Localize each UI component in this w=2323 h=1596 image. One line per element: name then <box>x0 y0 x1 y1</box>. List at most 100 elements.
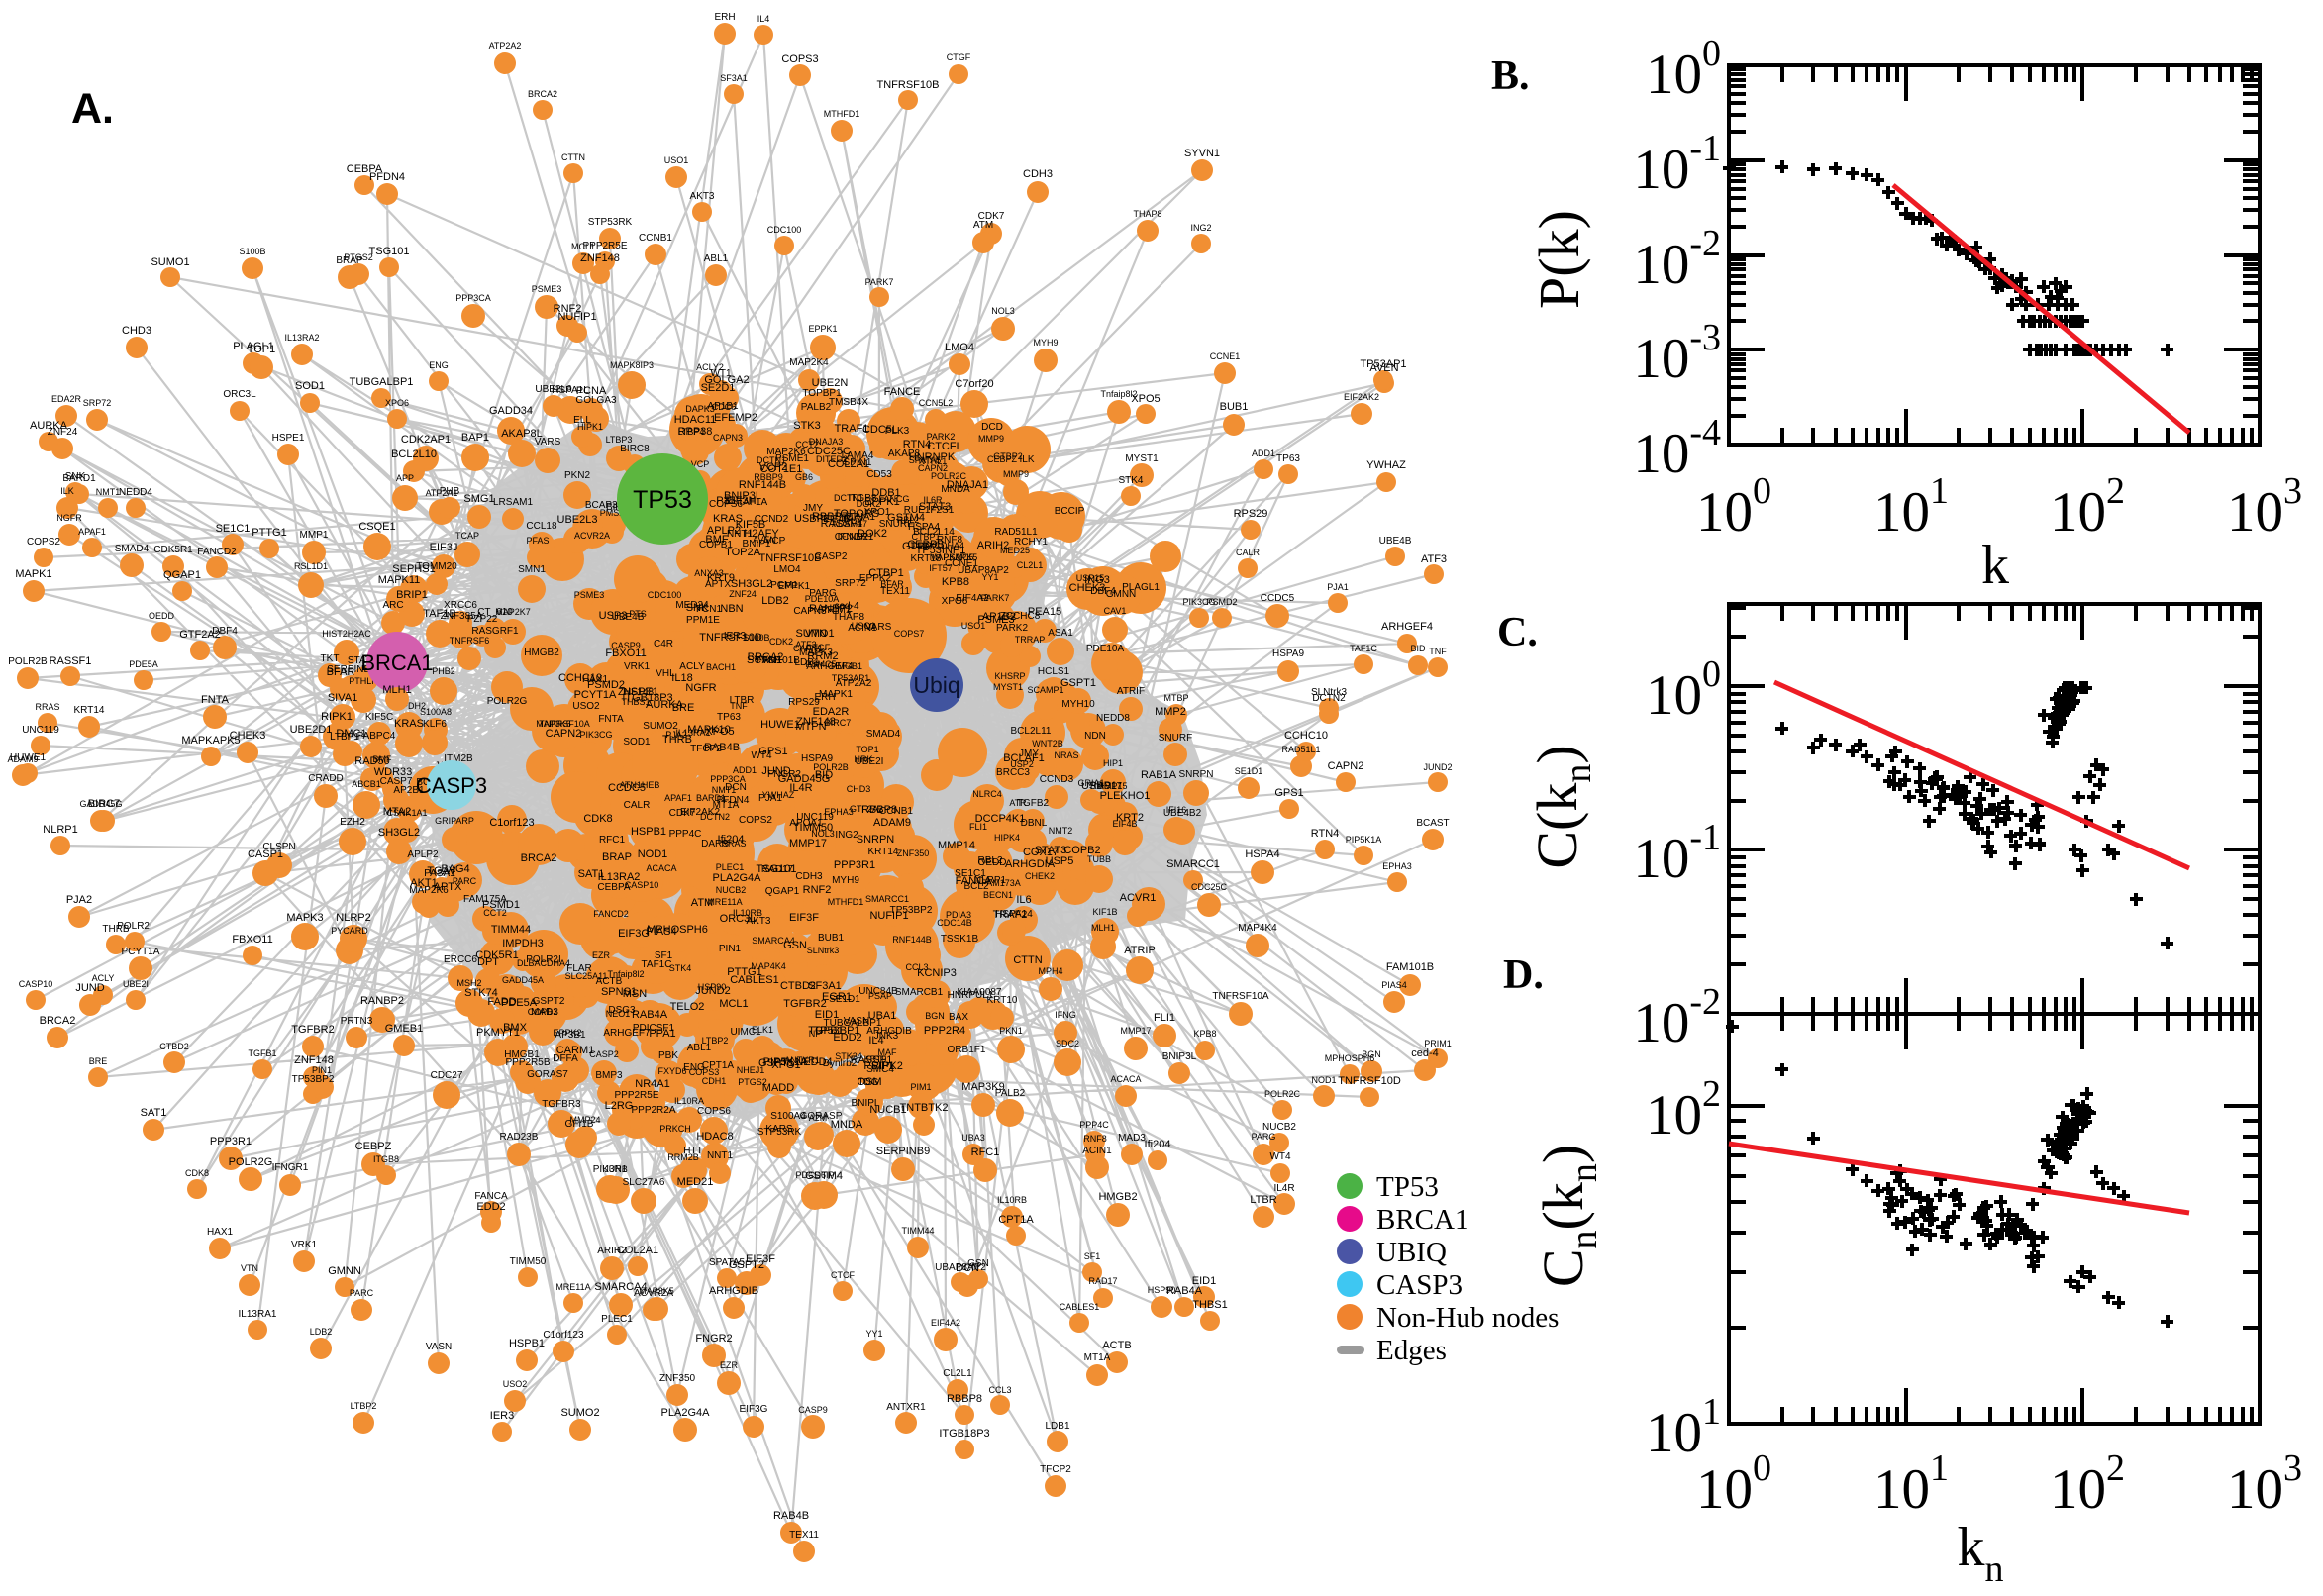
svg-text:EDA2R: EDA2R <box>813 706 850 718</box>
svg-text:NEO1: NEO1 <box>606 1009 631 1019</box>
svg-text:PIK3CG: PIK3CG <box>1182 597 1215 607</box>
svg-text:MAP3K5: MAP3K5 <box>639 1286 674 1296</box>
svg-text:Tnfaip8l2: Tnfaip8l2 <box>607 969 644 979</box>
svg-text:SMAD4: SMAD4 <box>115 544 150 554</box>
svg-text:QGAP1: QGAP1 <box>163 569 201 581</box>
svg-text:PDE5A: PDE5A <box>501 997 538 1009</box>
svg-text:ADD1: ADD1 <box>733 765 757 775</box>
svg-text:RAB4A: RAB4A <box>1166 1285 1203 1297</box>
svg-text:TAF1C: TAF1C <box>642 959 672 970</box>
svg-text:SMN1: SMN1 <box>518 564 546 575</box>
svg-text:GPS1: GPS1 <box>758 746 787 757</box>
svg-text:ACTB: ACTB <box>596 976 623 987</box>
svg-text:CDH3: CDH3 <box>1023 168 1053 180</box>
svg-text:TAF1B: TAF1B <box>423 608 455 620</box>
svg-text:CTCF: CTCF <box>755 655 781 666</box>
svg-text:FNGR2: FNGR2 <box>695 1333 732 1345</box>
svg-text:LTBR: LTBR <box>1250 1194 1276 1206</box>
svg-text:LTBP2: LTBP2 <box>351 1401 377 1411</box>
svg-text:P(k): P(k) <box>1527 210 1591 309</box>
svg-text:FANCD2: FANCD2 <box>197 547 237 557</box>
svg-text:SUMO2: SUMO2 <box>643 721 678 732</box>
svg-text:CTBP1: CTBP1 <box>911 532 940 542</box>
svg-text:TP53BP2: TP53BP2 <box>890 905 933 916</box>
svg-text:PSAP: PSAP <box>868 991 892 1001</box>
svg-text:KRAS: KRAS <box>713 513 743 525</box>
svg-text:GORAS7: GORAS7 <box>527 1069 568 1080</box>
svg-text:BRE: BRE <box>672 702 695 714</box>
svg-text:HCLS1: HCLS1 <box>1038 666 1070 677</box>
svg-text:RANBP2: RANBP2 <box>360 995 404 1007</box>
svg-text:MNDA: MNDA <box>831 1119 863 1131</box>
svg-text:HIPK1: HIPK1 <box>577 422 603 432</box>
svg-text:PRKCH: PRKCH <box>659 1124 691 1134</box>
svg-text:PARK7: PARK7 <box>865 277 894 287</box>
svg-text:TSG101: TSG101 <box>757 863 797 875</box>
svg-text:TNFRSF10A: TNFRSF10A <box>539 719 590 729</box>
svg-text:CASP9: CASP9 <box>611 641 641 650</box>
svg-text:MYH9: MYH9 <box>1033 338 1058 348</box>
svg-text:CASP2: CASP2 <box>815 551 848 562</box>
svg-text:BRCA1: BRCA1 <box>360 650 433 675</box>
svg-text:TGFB2: TGFB2 <box>1017 798 1050 809</box>
svg-text:MAPK3: MAPK3 <box>286 912 323 924</box>
svg-text:IL4R: IL4R <box>1273 1183 1294 1194</box>
svg-text:UNC84B: UNC84B <box>858 986 898 997</box>
svg-text:FNTA: FNTA <box>598 714 624 725</box>
svg-text:IL4R: IL4R <box>789 782 812 794</box>
svg-text:ARC: ARC <box>382 600 403 611</box>
svg-text:MAP3K9: MAP3K9 <box>961 1081 1004 1093</box>
svg-text:APLP2: APLP2 <box>407 849 439 860</box>
svg-text:USP2: USP2 <box>1010 759 1034 769</box>
svg-text:FAM101B: FAM101B <box>757 655 800 666</box>
svg-text:HSPA1L: HSPA1L <box>552 385 589 396</box>
svg-text:CHEK3: CHEK3 <box>1069 582 1106 594</box>
svg-text:MSH2: MSH2 <box>456 978 481 988</box>
svg-text:BCCIP: BCCIP <box>1055 506 1085 517</box>
svg-text:HIST2H2AC: HIST2H2AC <box>322 629 371 639</box>
svg-text:MAD3: MAD3 <box>531 1007 558 1018</box>
svg-text:CASP3: CASP3 <box>1376 1269 1463 1301</box>
svg-text:TOP1: TOP1 <box>856 745 878 754</box>
svg-text:GRIPARP: GRIPARP <box>435 816 474 826</box>
svg-text:PLK3: PLK3 <box>885 426 910 437</box>
svg-text:EID1: EID1 <box>1192 1275 1216 1287</box>
svg-text:GSN: GSN <box>967 1258 989 1269</box>
svg-text:PTS: PTS <box>629 609 647 619</box>
svg-text:KRT14: KRT14 <box>74 705 105 716</box>
svg-text:C.: C. <box>1497 610 1538 655</box>
svg-text:CTBP1: CTBP1 <box>868 567 903 579</box>
svg-text:PJA1: PJA1 <box>1327 582 1349 592</box>
svg-text:HMGB1: HMGB1 <box>831 661 862 671</box>
svg-text:PLAGL1: PLAGL1 <box>1122 582 1160 593</box>
svg-text:THRB: THRB <box>662 734 692 746</box>
svg-text:DBF4: DBF4 <box>212 626 238 637</box>
svg-text:NUCB2: NUCB2 <box>1262 1122 1296 1133</box>
svg-text:RPS29: RPS29 <box>788 697 820 708</box>
svg-text:GOLGA2: GOLGA2 <box>704 374 749 386</box>
svg-text:CCL3: CCL3 <box>905 962 928 972</box>
svg-text:ZNF148: ZNF148 <box>580 252 620 264</box>
svg-text:ARHGEF4: ARHGEF4 <box>806 661 854 672</box>
svg-text:ORB1F1: ORB1F1 <box>948 1045 986 1055</box>
svg-text:PFDN4: PFDN4 <box>369 171 405 183</box>
svg-text:CAPN3: CAPN3 <box>793 606 827 617</box>
svg-text:BID: BID <box>815 769 833 781</box>
svg-text:PSMC5: PSMC5 <box>805 659 836 669</box>
svg-text:BGN: BGN <box>925 1011 945 1021</box>
svg-text:ERCC6: ERCC6 <box>444 954 477 965</box>
svg-text:FLAR: FLAR <box>566 963 592 974</box>
svg-text:HSPA9: HSPA9 <box>801 753 833 764</box>
svg-text:10-3: 10-3 <box>1633 317 1721 390</box>
svg-text:FBXO11: FBXO11 <box>605 648 646 659</box>
svg-text:S100A8: S100A8 <box>420 707 452 717</box>
svg-text:CDK5R1: CDK5R1 <box>153 545 193 555</box>
svg-text:PRTN3: PRTN3 <box>341 1016 373 1027</box>
svg-text:FADD: FADD <box>487 996 516 1008</box>
svg-text:PCYT1A: PCYT1A <box>574 689 617 701</box>
svg-text:COPB1: COPB1 <box>528 1007 558 1017</box>
svg-text:GFI1B: GFI1B <box>565 1119 594 1130</box>
svg-text:BMF: BMF <box>373 754 393 764</box>
svg-text:KPB8: KPB8 <box>1193 1029 1216 1039</box>
svg-text:SPIN1: SPIN1 <box>844 457 872 468</box>
